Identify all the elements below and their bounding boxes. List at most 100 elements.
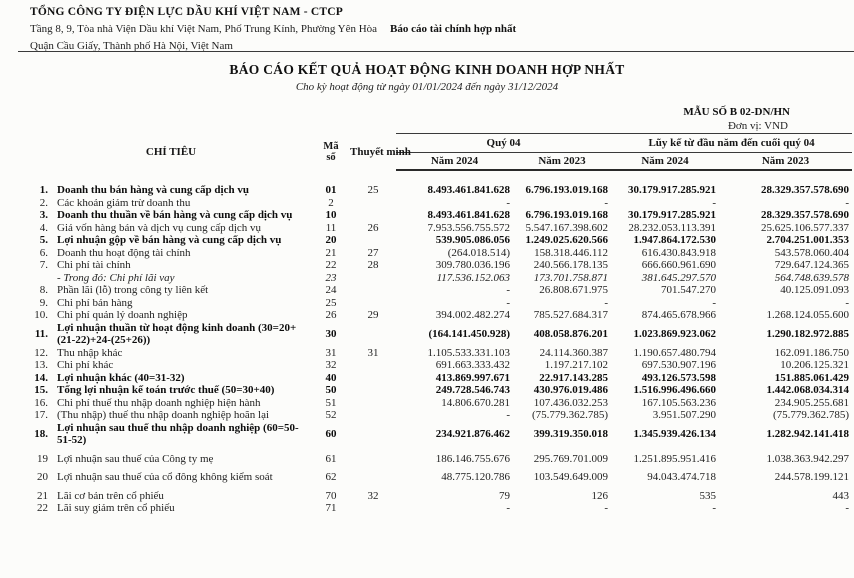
row-value: 1.290.182.972.885 (766, 327, 850, 340)
row-code: 61 (325, 452, 337, 465)
row-label: Doanh thu hoạt động tài chính (57, 246, 191, 259)
row-label: Chi phí khác (57, 359, 114, 371)
row-code: 2 (328, 196, 334, 209)
col-header-q-2024: Năm 2024 (396, 152, 514, 171)
row-value: 249.728.546.743 (435, 384, 511, 396)
row-value: 701.547.270 (661, 284, 717, 296)
row-value: 30.179.917.285.921 (628, 209, 717, 221)
row-note (350, 209, 396, 222)
row-value: 24.114.360.387 (539, 346, 609, 359)
row-note (350, 422, 396, 447)
row-label: Tổng lợi nhuận kế toán trước thuế (50=30… (57, 384, 275, 396)
row-code: 01 (325, 183, 337, 196)
row-value: (75.779.362.785) (772, 409, 850, 421)
row-value: 309.780.036.196 (435, 259, 511, 271)
row-note (350, 197, 396, 210)
row-value: 6.796.193.019.168 (525, 184, 609, 196)
row-value: 413.869.997.671 (435, 371, 511, 384)
row-number: 11. (34, 327, 48, 340)
row-value: 234.921.876.462 (435, 427, 511, 440)
row-code: 22 (325, 259, 337, 271)
row-value: 162.091.186.750 (774, 346, 850, 359)
row-number: 21 (37, 489, 48, 502)
row-value: - (845, 296, 850, 309)
row-value: 1.105.533.331.103 (427, 346, 511, 359)
row-value: - (712, 196, 717, 209)
row-value: 26.808.671.975 (539, 284, 609, 296)
row-label: Chi phí thuế thu nhập doanh nghiệp hiện … (57, 396, 261, 409)
row-note (350, 409, 396, 422)
row-label: Giá vốn hàng bán và dịch vụ cung cấp dịc… (57, 221, 262, 234)
row-value: 244.578.199.121 (774, 471, 850, 483)
row-number: 3. (39, 209, 48, 221)
row-value: 493.126.573.598 (641, 371, 717, 384)
row-number: 7. (39, 259, 48, 271)
row-value: 234.905.255.681 (774, 396, 850, 409)
row-value: 399.319.350.018 (533, 427, 609, 440)
table-row: 4. Giá vốn hàng bán và dịch vụ cung cấp d… (30, 222, 852, 235)
row-note (350, 397, 396, 410)
table-row: 18. Lợi nhuận sau thuế thu nhập doanh ngh… (30, 422, 852, 447)
row-label: Lãi cơ bản trên cổ phiếu (57, 489, 164, 502)
row-value: - (712, 502, 717, 514)
row-value: 408.058.876.201 (533, 327, 609, 340)
row-value: 173.701.758.871 (533, 271, 609, 284)
row-label: Lãi suy giảm trên cổ phiếu (57, 502, 175, 514)
row-number: 14. (34, 371, 48, 384)
row-note (350, 384, 396, 397)
row-note: 28 (367, 259, 379, 271)
row-number: 9. (39, 296, 48, 309)
row-note (350, 284, 396, 297)
table-row: - Trong đó: Chi phí lãi vay 23 117.536.152… (30, 272, 852, 285)
row-note (350, 465, 396, 484)
row-value: - (712, 296, 717, 309)
row-label: Lợi nhuận sau thuế thu nhập doanh nghiệp… (57, 421, 299, 447)
row-number: 6. (39, 246, 48, 259)
table-row: 8. Phần lãi (lỗ) trong công ty liên kết 24… (30, 284, 852, 297)
table-group-header-row: CHỈ TIÊU Mã số Thuyết minh Quý 04 Lũy kế… (30, 133, 853, 163)
row-code: 24 (325, 284, 337, 296)
row-note (350, 359, 396, 372)
row-value: 30.179.917.285.921 (628, 184, 717, 196)
row-value: 25.625.106.577.337 (761, 221, 850, 234)
row-number: 8. (39, 284, 48, 296)
row-note (350, 322, 396, 347)
row-label: Doanh thu thuần về bán hàng và cung cấp … (57, 209, 293, 221)
row-value: - (604, 296, 609, 309)
row-label: Lợi nhuận thuần từ hoạt động kinh doanh … (57, 321, 297, 347)
row-number (30, 272, 54, 285)
row-number: 1. (39, 183, 48, 196)
row-note (350, 297, 396, 310)
row-code: 40 (325, 371, 337, 384)
row-number: 4. (39, 221, 48, 234)
col-header-q-2023: Năm 2023 (513, 152, 612, 171)
row-value: 79 (499, 489, 511, 502)
row-value: 1.282.942.141.418 (766, 427, 850, 440)
table-row: 20 Lợi nhuận sau thuế của cổ đông không k… (30, 465, 852, 484)
row-code: 31 (325, 346, 337, 359)
form-number: MẪU SỐ B 02-DN/HN (683, 106, 790, 118)
row-code: 60 (325, 427, 337, 440)
table-row: 17. (Thu nhập) thuế thu nhập doanh nghiệp… (30, 409, 852, 422)
table-row: 13. Chi phí khác 32 691.663.333.432 1.197.21… (30, 359, 852, 372)
col-group-ytd: Lũy kế từ đầu năm đến cuối quý 04 (611, 133, 853, 153)
report-period: Cho kỳ hoạt động từ ngày 01/01/2024 đến … (295, 81, 559, 93)
row-label: Doanh thu bán hàng và cung cấp dịch vụ (57, 183, 249, 196)
row-label: Chi phí tài chính (57, 259, 131, 271)
row-code: 32 (325, 359, 337, 371)
row-value: (264.018.514) (447, 246, 511, 259)
row-value: 785.527.684.317 (533, 309, 609, 321)
table-row: 7. Chi phí tài chính 22 28 309.780.036.196 24… (30, 259, 852, 272)
row-value: 691.663.333.432 (435, 359, 511, 371)
row-value: 28.329.357.578.690 (761, 209, 850, 221)
table-row: 11. Lợi nhuận thuần từ hoạt động kinh doa… (30, 322, 852, 347)
row-value: 381.645.297.570 (641, 271, 717, 284)
row-value: 7.953.556.755.572 (427, 221, 511, 234)
row-value: 616.430.843.918 (641, 246, 717, 259)
row-number: 10. (34, 309, 48, 321)
table-row: 2. Các khoản giảm trừ doanh thu 2 - - - - (30, 197, 852, 210)
row-value: 539.905.086.056 (435, 234, 511, 246)
row-code: 11 (325, 221, 337, 234)
col-header-code-line1: Mã (323, 140, 339, 152)
row-label: Lợi nhuận khác (40=31-32) (57, 371, 185, 384)
